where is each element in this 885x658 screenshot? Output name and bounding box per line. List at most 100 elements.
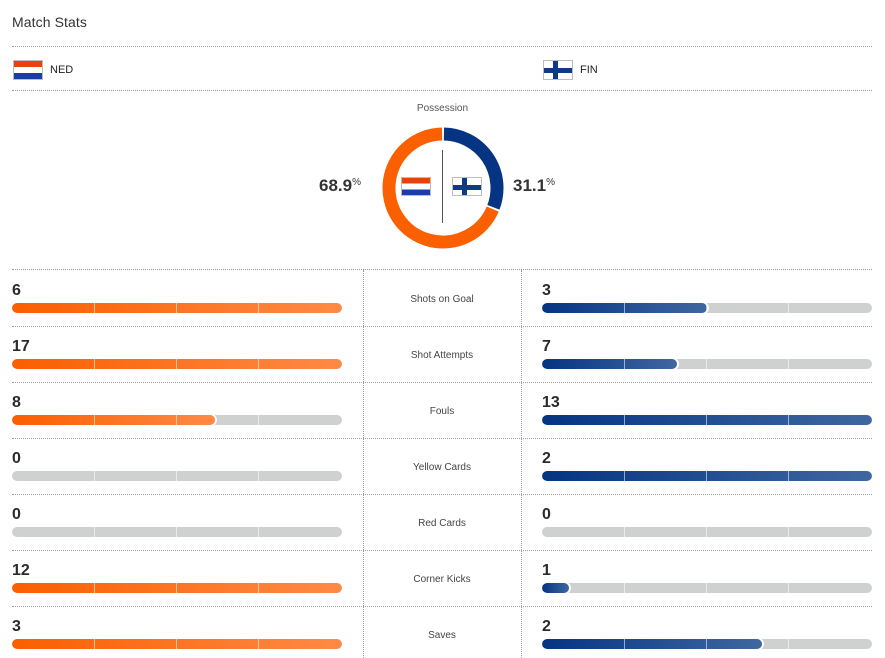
bar-segment-tick	[94, 359, 95, 369]
bar-segment-tick	[94, 303, 95, 313]
stat-away-bar-fill	[542, 415, 872, 425]
bar-segment-tick	[624, 527, 625, 537]
stat-away-bar	[542, 303, 872, 313]
stat-away-bar-fill	[542, 583, 570, 593]
stat-home-bar-fill	[12, 583, 342, 593]
bar-segment-tick	[788, 527, 789, 537]
stat-away-value: 0	[542, 506, 551, 523]
bar-segment-tick	[176, 359, 177, 369]
bar-segment-tick	[788, 359, 789, 369]
stat-away-value: 1	[542, 562, 551, 579]
bar-segment-tick	[258, 415, 259, 425]
bar-segment-tick	[624, 415, 625, 425]
stat-label: Fouls	[429, 406, 455, 417]
bar-segment-tick	[788, 415, 789, 425]
possession-home-number: 68.9	[319, 176, 353, 195]
bar-segment-tick	[706, 639, 707, 649]
donut-divider	[442, 150, 443, 223]
stat-home-value: 17	[12, 338, 30, 355]
stat-label: Shot Attempts	[410, 350, 474, 361]
stat-away-bar	[542, 583, 872, 593]
bar-segment-tick	[258, 527, 259, 537]
bar-segment-tick	[176, 639, 177, 649]
bar-segment-tick	[624, 639, 625, 649]
stat-away-value: 7	[542, 338, 551, 355]
netherlands-flag-icon	[401, 177, 431, 196]
possession-arc-home	[382, 127, 499, 249]
team-header-home: NED	[13, 60, 73, 80]
bar-segment-tick	[624, 471, 625, 481]
stat-label: Yellow Cards	[413, 462, 471, 473]
possession-home-value: 68.9%	[319, 176, 361, 196]
column-divider	[521, 270, 522, 658]
stat-away-bar	[542, 359, 872, 369]
stat-away-bar-fill	[542, 471, 872, 481]
stat-row: 12 Corner Kicks 1	[0, 550, 885, 606]
stat-row: 0 Yellow Cards 2	[0, 438, 885, 494]
bar-segment-tick	[176, 583, 177, 593]
stat-row: 8 Fouls 13	[0, 382, 885, 438]
stat-home-value: 3	[12, 618, 21, 635]
bar-segment-tick	[706, 527, 707, 537]
netherlands-flag-icon	[13, 60, 43, 80]
team-code-home: NED	[50, 64, 74, 76]
finland-flag-icon	[543, 60, 573, 80]
stat-away-bar-fill	[542, 639, 763, 649]
stat-away-bar	[542, 639, 872, 649]
stat-home-bar	[12, 527, 342, 537]
bar-segment-tick	[94, 583, 95, 593]
stat-away-bar-fill	[542, 359, 678, 369]
team-code-away: FIN	[580, 64, 598, 76]
stat-home-bar-fill	[12, 415, 215, 425]
stat-away-value: 2	[542, 618, 551, 635]
column-divider	[363, 270, 364, 658]
page-title: Match Stats	[12, 14, 88, 30]
bar-segment-tick	[94, 415, 95, 425]
stat-home-bar	[12, 303, 342, 313]
bar-segment-tick	[176, 527, 177, 537]
stat-home-value: 0	[12, 506, 21, 523]
stat-away-bar	[542, 471, 872, 481]
stat-row: 6 Shots on Goal 3	[0, 270, 885, 326]
bar-segment-tick	[258, 359, 259, 369]
divider	[12, 269, 872, 270]
bar-segment-tick	[176, 471, 177, 481]
bar-segment-tick	[788, 303, 789, 313]
possession-arc-away	[443, 127, 504, 210]
stat-row: 0 Red Cards 0	[0, 494, 885, 550]
percent-sign: %	[352, 177, 361, 188]
finland-flag-icon	[452, 177, 482, 196]
possession-donut-chart	[382, 127, 504, 249]
stat-home-value: 12	[12, 562, 30, 579]
bar-segment-tick	[176, 303, 177, 313]
stat-label: Shots on Goal	[410, 294, 474, 305]
divider	[12, 90, 872, 91]
divider	[12, 606, 872, 607]
divider	[12, 550, 872, 551]
stat-home-value: 6	[12, 282, 21, 299]
team-header-away: FIN	[543, 60, 598, 80]
stat-home-bar-fill	[12, 359, 342, 369]
stat-home-bar	[12, 359, 342, 369]
bar-segment-tick	[706, 471, 707, 481]
bar-segment-tick	[624, 303, 625, 313]
stat-label: Red Cards	[418, 518, 466, 529]
bar-segment-tick	[94, 471, 95, 481]
divider	[12, 382, 872, 383]
stat-away-bar	[542, 527, 872, 537]
stat-home-bar-fill	[12, 639, 342, 649]
divider	[12, 46, 872, 47]
stat-home-bar	[12, 415, 342, 425]
bar-segment-tick	[706, 303, 707, 313]
bar-segment-tick	[624, 583, 625, 593]
stat-row: 17 Shot Attempts 7	[0, 326, 885, 382]
possession-away-value: 31.1%	[513, 176, 555, 196]
possession-label: Possession	[416, 103, 469, 114]
divider	[12, 326, 872, 327]
bar-segment-tick	[258, 303, 259, 313]
bar-segment-tick	[94, 527, 95, 537]
stat-away-value: 3	[542, 282, 551, 299]
divider	[12, 438, 872, 439]
bar-segment-tick	[258, 583, 259, 593]
bar-segment-tick	[788, 583, 789, 593]
